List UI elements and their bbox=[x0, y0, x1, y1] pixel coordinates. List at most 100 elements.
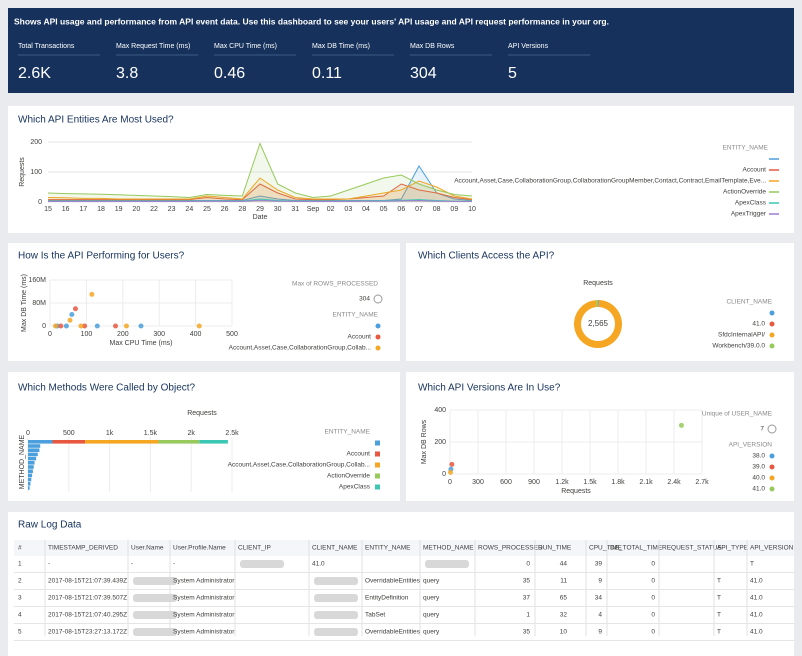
y-tick-label: 400 bbox=[434, 407, 446, 414]
point bbox=[52, 323, 58, 329]
y-tick-label: 160M bbox=[28, 277, 46, 284]
x-tick-label: 1.5k bbox=[583, 479, 597, 486]
legend-label: Account,Asset,Case,CollaborationGroup,Co… bbox=[228, 462, 371, 469]
legend-marker bbox=[375, 451, 380, 457]
x-tick-label: 31 bbox=[291, 206, 299, 213]
table-cell: System Administrator bbox=[173, 612, 235, 619]
metric-label: API Versions bbox=[508, 43, 549, 50]
table-cell: 2017-08-15T23:27:13.172Z bbox=[48, 629, 127, 636]
column-header: DB_TOTAL_TIME bbox=[610, 545, 663, 552]
table-cell: 0 bbox=[651, 629, 655, 636]
table-cell: 0 bbox=[651, 561, 655, 568]
column-header: ROWS_PROCESSED bbox=[478, 545, 543, 552]
x-tick-label: 600 bbox=[500, 479, 512, 486]
table-cell: T bbox=[750, 561, 754, 568]
table-cell: 4 bbox=[598, 612, 602, 619]
table-cell: 1 bbox=[526, 612, 530, 619]
y-tick-label: 200 bbox=[30, 139, 42, 146]
metric-label: Max DB Time (ms) bbox=[312, 43, 370, 50]
x-tick-label: 20 bbox=[132, 206, 140, 213]
y-tick-label: 0 bbox=[38, 199, 42, 206]
table-cell: 41.0 bbox=[312, 561, 325, 568]
legend-marker bbox=[769, 475, 775, 481]
x-axis-title: Max CPU Time (ms) bbox=[110, 340, 173, 347]
series-line bbox=[48, 183, 473, 201]
legend-label: 39.0 bbox=[752, 464, 765, 471]
table-cell: System Administrator bbox=[173, 578, 235, 585]
metric-label: Max DB Rows bbox=[410, 43, 455, 50]
legend-label: ApexClass bbox=[339, 484, 371, 491]
table-cell: TabSet bbox=[365, 612, 385, 619]
table-cell: 34 bbox=[595, 595, 603, 602]
legend-label: 40.0 bbox=[752, 475, 765, 482]
legend-marker bbox=[375, 440, 380, 446]
bar-segment bbox=[28, 444, 41, 448]
bar-segment bbox=[85, 440, 159, 444]
legend-marker bbox=[769, 464, 775, 470]
x-tick-label: 06 bbox=[397, 206, 405, 213]
point bbox=[138, 323, 144, 329]
table-cell: T bbox=[717, 595, 721, 602]
legend-label: Account,Asset,Case,CollaborationGroup,Co… bbox=[454, 178, 766, 185]
panel-title: Raw Log Data bbox=[18, 520, 82, 531]
metric-label: Max Request Time (ms) bbox=[116, 43, 190, 50]
series-area bbox=[48, 166, 472, 202]
point bbox=[69, 312, 75, 317]
legend-title: ENTITY_NAME bbox=[722, 145, 768, 152]
metric-value: 2.6K bbox=[18, 65, 51, 82]
table-cell: 35 bbox=[523, 578, 531, 585]
x-tick-label: 2.4k bbox=[667, 479, 681, 486]
table-cell: OverridableEntities bbox=[365, 629, 421, 636]
redacted-cell bbox=[425, 560, 469, 568]
legend-label: ApexTrigger bbox=[731, 211, 767, 218]
bar-segment bbox=[28, 473, 33, 478]
table-cell: 35 bbox=[523, 629, 531, 636]
point bbox=[196, 323, 202, 329]
bar-segment bbox=[28, 482, 31, 486]
y-tick-label: 80M bbox=[32, 300, 46, 307]
panel bbox=[8, 372, 400, 501]
metric-label: Max CPU Time (ms) bbox=[214, 43, 277, 50]
legend-marker bbox=[769, 332, 775, 338]
legend-marker bbox=[769, 453, 775, 459]
x-tick-label: 0 bbox=[26, 430, 30, 437]
table-cell: 9 bbox=[598, 578, 602, 585]
table-cell: 0 bbox=[526, 561, 530, 568]
table-cell: query bbox=[423, 595, 440, 602]
bar-segment bbox=[28, 465, 34, 469]
redacted-cell bbox=[314, 628, 358, 636]
table-cell: 41.0 bbox=[750, 629, 763, 636]
table-cell: 0 bbox=[651, 612, 655, 619]
table-cell: 9 bbox=[598, 629, 602, 636]
x-tick-label: 03 bbox=[344, 206, 352, 213]
metric-value: 0.11 bbox=[312, 65, 342, 82]
legend-label: 41.0 bbox=[752, 321, 765, 328]
legend-label: ApexClass bbox=[735, 200, 767, 207]
table-cell: 0 bbox=[651, 578, 655, 585]
bar-segment bbox=[28, 440, 53, 444]
x-tick-label: 02 bbox=[327, 206, 335, 213]
x-tick-label: 100 bbox=[81, 331, 93, 338]
bar-segment bbox=[28, 477, 32, 482]
x-tick-label: 2k bbox=[187, 430, 195, 437]
bar-segment bbox=[28, 461, 35, 465]
redacted-cell bbox=[133, 611, 177, 619]
table-cell: System Administrator bbox=[173, 595, 235, 602]
table-cell: 4 bbox=[18, 612, 22, 619]
y-tick-label: 200 bbox=[434, 439, 446, 446]
x-axis-title: Requests bbox=[561, 488, 591, 495]
legend-label: 41.0 bbox=[752, 486, 765, 493]
panel bbox=[8, 106, 794, 233]
x-tick-label: 500 bbox=[63, 430, 75, 437]
x-tick-label: 2.7k bbox=[695, 479, 709, 486]
point bbox=[72, 306, 78, 312]
redacted-cell bbox=[314, 611, 358, 619]
legend-marker bbox=[769, 321, 775, 327]
panel-title: How Is the API Performing for Users? bbox=[18, 251, 185, 262]
table-cell: 41.0 bbox=[750, 612, 763, 619]
size-legend-value: 304 bbox=[359, 296, 370, 303]
x-tick-label: 900 bbox=[528, 479, 540, 486]
bar-segment bbox=[28, 452, 38, 457]
legend-title: ENTITY_NAME bbox=[332, 312, 378, 319]
metric-value: 304 bbox=[410, 65, 437, 82]
